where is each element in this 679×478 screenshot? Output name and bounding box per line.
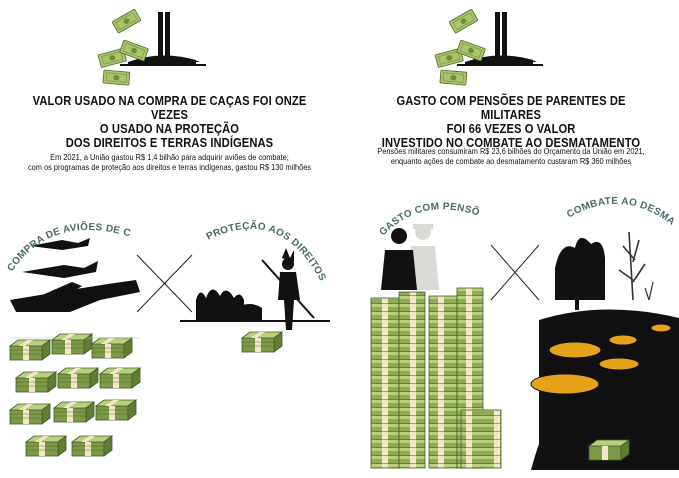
money-column <box>398 291 426 469</box>
right-subtitle-line: Pensões militares consumiram R$ 23,6 bil… <box>377 146 645 156</box>
landscape-icon <box>180 289 330 322</box>
money-column <box>428 295 458 469</box>
right-artwork <box>370 8 679 470</box>
left-title: VALOR USADO NA COMPRA DE CAÇAS FOI ONZE … <box>24 94 316 150</box>
separator-line <box>490 244 540 301</box>
money-column <box>460 409 502 469</box>
right-subtitle: Pensões militares consumiram R$ 23,6 bil… <box>367 146 656 166</box>
left-subtitle: Em 2021, a União gastou R$ 1,4 bilhão pa… <box>24 152 316 172</box>
right-subtitle-line: enquanto ações de combate ao desmatament… <box>390 156 632 166</box>
right-infographic: GASTO COM PENSÕES MILITARES COMBATE AO D… <box>343 0 679 478</box>
left-subtitle-line: com os programas de proteção aos direito… <box>27 162 312 172</box>
fighter-jets-icon <box>10 238 140 312</box>
left-arc-labels: COMPRA DE AVIÕES DE CAÇA MILITARES PROTE… <box>0 0 329 286</box>
military-family-icon <box>381 224 439 290</box>
left-title-line: O USADO NA PROTEÇÃO <box>99 121 240 136</box>
pension-money-stacks <box>370 287 502 469</box>
left-title-line: VALOR USADO NA COMPRA DE CAÇAS FOI ONZE … <box>32 93 307 122</box>
left-title-line: DOS DIREITOS E TERRAS INDÍGENAS <box>65 135 274 150</box>
indigenous-person-icon <box>261 248 315 330</box>
right-title-line: FOI 66 VEZES O VALOR <box>446 121 576 136</box>
left-subtitle-line: Em 2021, a União gastou R$ 1,4 bilhão pa… <box>50 152 289 162</box>
right-title-line: GASTO COM PENSÕES DE PARENTES DE MILITAR… <box>396 93 626 122</box>
panel-divider <box>339 0 343 478</box>
left-artwork <box>9 8 330 457</box>
separator-line <box>136 254 193 313</box>
left-infographic: COMPRA DE AVIÕES DE CAÇA MILITARES PROTE… <box>0 0 339 478</box>
deforestation-icon <box>530 231 679 470</box>
right-title-line: INVESTIDO NO COMBATE AO DESMATAMENTO <box>381 135 641 150</box>
money-column <box>370 297 400 469</box>
right-arc-labels: GASTO COM PENSÕES MILITARES COMBATE AO D… <box>343 0 676 238</box>
right-title: GASTO COM PENSÕES DE PARENTES DE MILITAR… <box>367 94 656 150</box>
